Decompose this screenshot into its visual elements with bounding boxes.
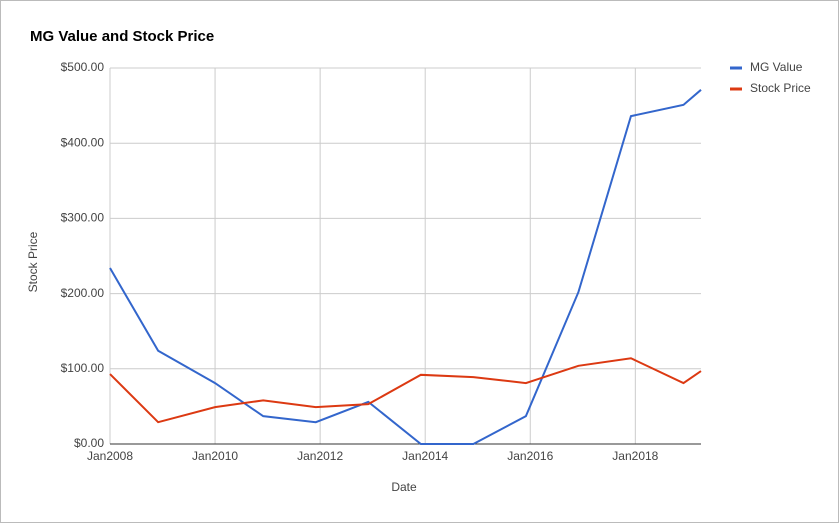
data-line [109, 357, 702, 424]
x-tick-label: Jan2014 [402, 449, 448, 463]
x-tick-label: Jan2012 [297, 449, 343, 463]
y-tick-label: $300.00 [61, 211, 105, 225]
legend-label: Stock Price [750, 81, 811, 95]
x-axis-label: Date [391, 480, 417, 494]
x-tick-label: Jan2016 [507, 449, 553, 463]
y-axis-label: Stock Price [26, 231, 40, 292]
y-tick-label: $500.00 [61, 60, 105, 74]
y-tick-label: $100.00 [61, 361, 105, 375]
legend-label: MG Value [750, 60, 803, 74]
x-tick-label: Jan2008 [87, 449, 133, 463]
x-tick-label: Jan2018 [612, 449, 658, 463]
y-tick-label: $0.00 [74, 436, 104, 450]
data-line [109, 89, 702, 445]
x-tick-label: Jan2010 [192, 449, 238, 463]
chart-title: MG Value and Stock Price [30, 28, 214, 45]
y-tick-label: $400.00 [61, 135, 105, 149]
y-tick-label: $200.00 [61, 286, 105, 300]
